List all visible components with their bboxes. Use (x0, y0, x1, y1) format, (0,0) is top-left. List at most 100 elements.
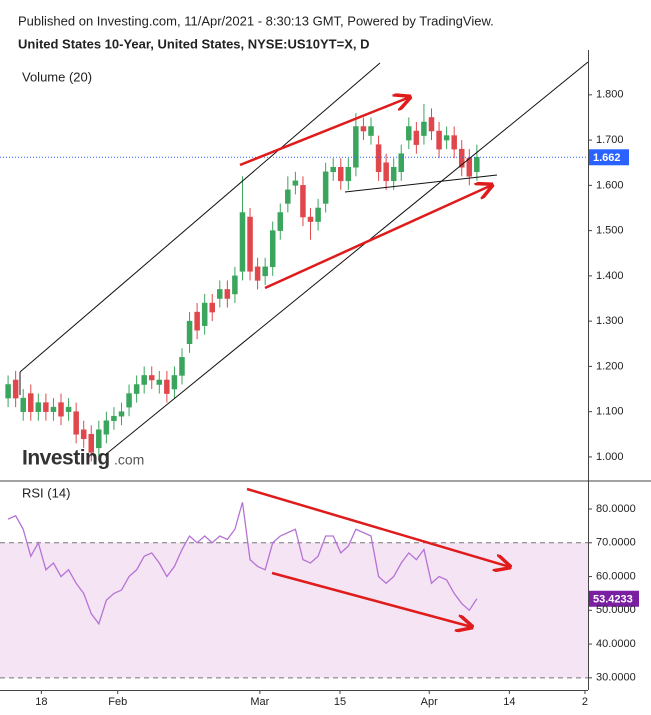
rsi-label: RSI (14) (22, 485, 70, 500)
y-tick-label: 70.0000 (596, 537, 636, 549)
candle-body (269, 230, 276, 268)
y-tick-label: 1.000 (596, 451, 624, 463)
candle-body (330, 166, 336, 173)
candle-body (80, 429, 87, 440)
candle-body (171, 375, 178, 390)
trendlines (19, 61, 589, 456)
candle-body (118, 411, 125, 417)
y-tick-label: 1.200 (596, 360, 624, 372)
candle-body (133, 384, 140, 394)
candle-body (315, 207, 321, 222)
candle-body (451, 135, 457, 150)
last-price-label: 1.662 (593, 152, 621, 164)
candle-body (28, 393, 34, 412)
candle-body (239, 212, 246, 272)
candle-body (156, 379, 163, 385)
candle-body (443, 135, 450, 141)
candle-body (96, 429, 102, 449)
candle-body (103, 420, 110, 435)
candle-body (50, 406, 57, 412)
candle-body (88, 434, 95, 453)
candle-body (300, 185, 306, 218)
candle-body (247, 216, 253, 272)
y-tick-label: 1.600 (596, 179, 624, 191)
rsi-band (0, 542, 588, 678)
candle-body (58, 402, 64, 417)
y-tick-label: 1.400 (596, 270, 624, 282)
rsi-line (7, 502, 478, 626)
candle-body (398, 153, 404, 173)
last-rsi-label: 53.4233 (593, 594, 633, 606)
y-tick-label: 30.0000 (596, 672, 636, 684)
candle-body (148, 375, 155, 381)
candle-body (277, 212, 284, 231)
candle-body (201, 302, 208, 326)
candle-body (224, 289, 231, 299)
candle-body (20, 397, 26, 412)
x-tick-label: 15 (334, 696, 346, 708)
candle-body (141, 375, 147, 385)
y-tick-label: 1.700 (596, 134, 624, 146)
candle-body (307, 216, 314, 222)
x-tick-label: 18 (35, 696, 47, 708)
logo-suffix: .com (114, 452, 144, 468)
candle-body (406, 126, 412, 141)
candle-body (383, 162, 389, 182)
candle-body (179, 357, 185, 376)
candle-body (436, 130, 442, 150)
x-tick-label: Apr (421, 696, 438, 708)
candle-body (194, 311, 200, 331)
title: United States 10-Year, United States, NY… (18, 36, 369, 51)
candle-body (458, 148, 465, 168)
x-tick-label: 14 (503, 696, 515, 708)
candle-body (111, 415, 117, 421)
candle-body (43, 402, 49, 412)
volume-label: Volume (20) (22, 69, 92, 84)
x-tick-label: 2 (582, 696, 588, 708)
candle-body (322, 171, 329, 204)
candle-body (292, 180, 299, 186)
candle-body (126, 393, 132, 408)
candle-body (254, 266, 261, 281)
candle-body (474, 157, 480, 173)
panes: 1.662 1.000 1.100 1.200 1.300 1.400 1.500 1.600… (0, 89, 639, 708)
candle-body (5, 384, 11, 399)
x-tick-label: Mar (250, 696, 269, 708)
candle-body (186, 320, 193, 345)
candle-body (338, 166, 344, 182)
subtitle: Published on Investing.com, 11/Apr/2021 … (18, 13, 494, 28)
candle-body (217, 289, 223, 299)
candle-body (421, 121, 427, 136)
candle-body (262, 266, 268, 277)
candle-body (466, 157, 473, 177)
last-rsi-box (589, 590, 639, 607)
candle-body (353, 126, 359, 168)
arrows (239, 97, 510, 627)
y-tick-label: 1.100 (596, 406, 624, 418)
y-tick-label: 80.0000 (596, 503, 636, 515)
y-tick-label: 1.800 (596, 89, 624, 101)
candle-body (35, 402, 42, 412)
candle-body (73, 411, 79, 435)
candle-body (12, 379, 19, 399)
candle-body (390, 166, 397, 182)
candle-body (232, 275, 238, 295)
candle-body (164, 379, 170, 394)
last-price-box (589, 149, 629, 166)
candle-body (285, 189, 291, 204)
candle-body (368, 126, 374, 136)
y-tick-label: 50.0000 (596, 604, 636, 616)
candle-body (65, 406, 72, 412)
y-tick-label: 1.500 (596, 225, 624, 237)
y-tick-label: 1.300 (596, 315, 624, 327)
logo: Investing (22, 447, 110, 470)
candle-body (345, 166, 352, 182)
candle-body (413, 130, 420, 145)
candle-body (209, 302, 215, 313)
x-tick-label: Feb (108, 696, 127, 708)
y-tick-label: 40.0000 (596, 638, 636, 650)
candle-body (360, 126, 367, 132)
candle-body (375, 144, 382, 173)
y-tick-label: 60.0000 (596, 570, 636, 582)
